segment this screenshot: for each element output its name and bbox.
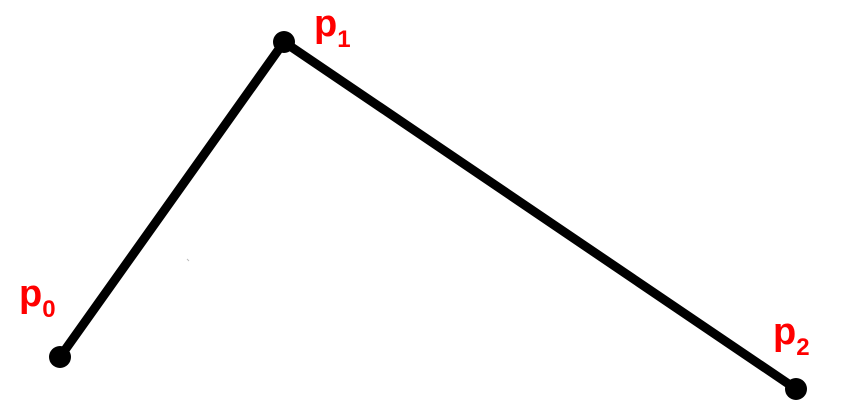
point-p2 <box>785 378 807 400</box>
segment-p0-p1 <box>55 37 289 362</box>
point-p0 <box>49 346 71 368</box>
label-p2-letter: p <box>773 311 796 353</box>
stray-mark <box>186 258 190 262</box>
point-p1 <box>273 31 295 53</box>
label-p0-letter: p <box>19 273 42 315</box>
label-p1: p1 <box>314 3 351 53</box>
label-p0: p0 <box>19 273 56 323</box>
segment-p1-p2 <box>279 37 801 394</box>
label-p0-subscript: 0 <box>42 296 55 323</box>
label-p2-subscript: 2 <box>796 334 809 361</box>
label-p1-subscript: 1 <box>337 26 350 53</box>
label-p2: p2 <box>773 311 810 361</box>
label-p1-letter: p <box>314 3 337 45</box>
